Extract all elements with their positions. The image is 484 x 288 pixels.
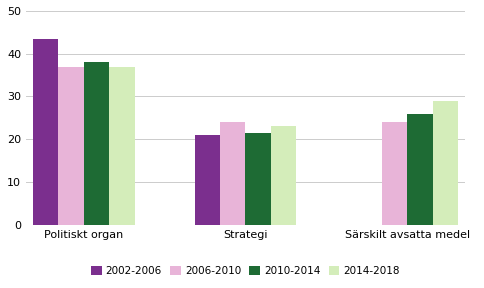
Bar bbox=[270, 126, 296, 225]
Bar bbox=[84, 62, 109, 225]
Bar bbox=[245, 133, 270, 225]
Bar bbox=[194, 135, 220, 225]
Bar bbox=[33, 39, 58, 225]
Bar bbox=[109, 67, 134, 225]
Bar bbox=[220, 122, 245, 225]
Bar bbox=[58, 67, 84, 225]
Bar bbox=[432, 101, 457, 225]
Legend: 2002-2006, 2006-2010, 2010-2014, 2014-2018: 2002-2006, 2006-2010, 2010-2014, 2014-20… bbox=[87, 262, 403, 280]
Bar bbox=[381, 122, 407, 225]
Bar bbox=[407, 113, 432, 225]
